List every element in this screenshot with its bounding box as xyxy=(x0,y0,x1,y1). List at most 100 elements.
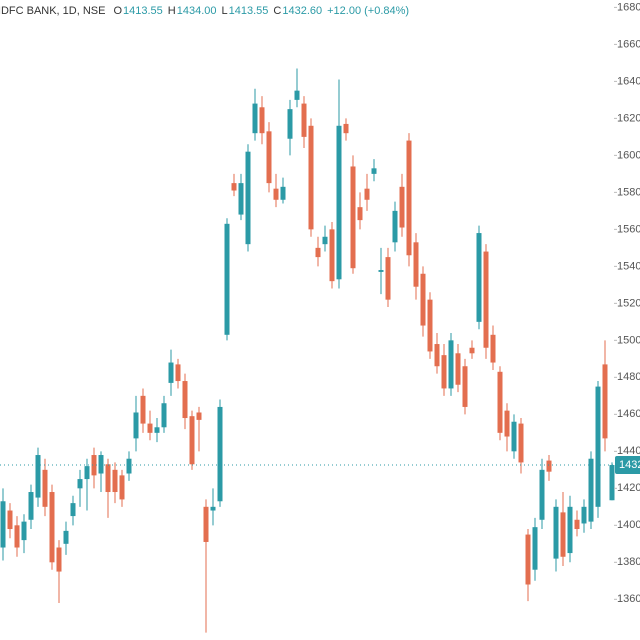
y-tick-label: 1540.00 xyxy=(617,260,640,272)
candle-body xyxy=(581,506,587,524)
candle-body xyxy=(476,233,482,322)
candle-body xyxy=(182,381,188,419)
candle-body xyxy=(238,183,244,215)
change: +12.00 (+0.84%) xyxy=(327,5,409,17)
candle-body xyxy=(371,168,377,174)
candle-body xyxy=(245,151,251,245)
candle-body xyxy=(518,423,524,463)
candle-body xyxy=(168,362,174,383)
candle-body xyxy=(259,107,265,134)
y-tick-label: 1660.00 xyxy=(617,38,640,50)
candle-body xyxy=(91,455,97,476)
candle-body xyxy=(105,464,111,493)
candle-body xyxy=(301,103,307,137)
candle-body xyxy=(252,103,258,134)
candle-body xyxy=(175,364,181,382)
ohlc-key: L xyxy=(222,5,228,17)
candle-body xyxy=(28,492,34,520)
candle-body xyxy=(0,501,6,548)
candle-body xyxy=(77,479,83,489)
candle-body xyxy=(385,257,391,300)
y-tick-label: 1480.00 xyxy=(617,371,640,383)
candle-body xyxy=(490,334,496,363)
candle-body xyxy=(210,506,216,511)
candle-body xyxy=(56,547,62,572)
candle-body xyxy=(273,188,279,200)
candle-body xyxy=(7,510,13,530)
candle-body xyxy=(588,458,594,522)
candle-body xyxy=(609,465,615,501)
candle-body xyxy=(70,503,76,517)
candle-body xyxy=(42,469,48,507)
candle-body xyxy=(546,460,552,472)
candle-body xyxy=(280,186,286,200)
candle-body xyxy=(504,410,510,437)
candle-body xyxy=(448,340,454,389)
candle-body xyxy=(399,186,405,228)
candle-body xyxy=(350,166,356,269)
legend-header: HDFC BANK, 1D, NSE O 1413.55 H 1434.00 L 1413… xyxy=(0,5,409,17)
candle-body xyxy=(322,236,328,245)
candle-body xyxy=(287,109,293,139)
y-tick-label: 1680.00 xyxy=(617,1,640,13)
candle-body xyxy=(336,125,342,280)
plot-area xyxy=(0,68,615,633)
y-tick-label: 1380.00 xyxy=(617,556,640,568)
candle-body xyxy=(294,90,300,100)
candle-body xyxy=(49,492,55,563)
candle-body xyxy=(133,412,139,439)
candle-body xyxy=(231,183,237,191)
candle-body xyxy=(560,512,566,557)
candle-body xyxy=(574,519,580,530)
candle-body xyxy=(196,412,202,420)
candle-body xyxy=(119,475,125,500)
candle-body xyxy=(329,229,335,282)
candle-body xyxy=(406,140,412,256)
candle-body xyxy=(441,355,447,389)
candle-body xyxy=(112,469,118,493)
candle-body xyxy=(497,371,503,433)
candle-body xyxy=(420,273,426,326)
candle-body xyxy=(392,210,398,243)
candle-body xyxy=(413,242,419,287)
price-axis: 1360.00 1380.00 1400.00 1420.00 1440.00 1460.… xyxy=(614,1,640,605)
ohlc-key: H xyxy=(168,5,176,17)
y-tick-label: 1640.00 xyxy=(617,75,640,87)
candle-body xyxy=(378,270,384,272)
candle-body xyxy=(567,506,573,554)
candle-body xyxy=(140,395,146,424)
candle-body xyxy=(602,364,608,439)
y-tick-label: 1620.00 xyxy=(617,112,640,124)
y-tick-label: 1520.00 xyxy=(617,297,640,309)
y-tick-label: 1600.00 xyxy=(617,149,640,161)
candle-body xyxy=(343,123,349,134)
candle-body xyxy=(84,466,90,480)
candle-body xyxy=(154,427,160,433)
candle-body xyxy=(553,506,559,559)
candle-body xyxy=(161,403,167,428)
y-tick-label: 1360.00 xyxy=(617,593,640,605)
candle-body xyxy=(308,125,314,230)
candle-body xyxy=(315,247,321,258)
candle-body xyxy=(21,521,27,541)
last-price-box xyxy=(615,456,640,475)
y-tick-label: 1500.00 xyxy=(617,334,640,346)
candle-body xyxy=(224,223,230,335)
ohlc-value: 1432.60 xyxy=(282,5,322,17)
candle-body xyxy=(434,344,440,367)
candle-body xyxy=(63,530,69,544)
symbol: HDFC BANK, 1D, NSE xyxy=(0,5,105,17)
candle-body xyxy=(469,347,475,354)
y-tick-label: 1420.00 xyxy=(617,482,640,494)
candle-body xyxy=(98,455,104,474)
candle-body xyxy=(357,207,363,221)
candle-body xyxy=(266,131,272,184)
candle-body xyxy=(483,251,489,348)
ohlc-key: C xyxy=(273,5,281,17)
ohlc-value: 1413.55 xyxy=(123,5,163,17)
candle-body xyxy=(147,423,153,433)
candle-body xyxy=(35,455,41,498)
candle-body xyxy=(532,527,538,570)
y-tick-label: 1460.00 xyxy=(617,408,640,420)
